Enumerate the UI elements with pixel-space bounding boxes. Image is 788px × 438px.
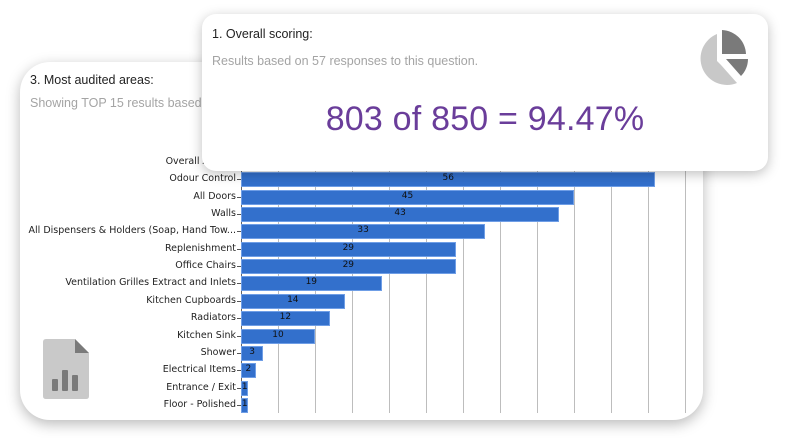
bar[interactable]: 45 (241, 189, 574, 205)
chart-row: Shower 3 (20, 345, 723, 362)
overall-scoring-card: 1. Overall scoring: Results based on 57 … (202, 14, 768, 171)
pie-chart-icon (700, 30, 748, 85)
category-label: Overall Appe... (165, 156, 236, 167)
axis-tick (237, 335, 241, 337)
axis-tick (237, 266, 241, 268)
category-label: All Doors (193, 190, 236, 202)
gridline (463, 163, 464, 413)
bar-value-label: 43 (394, 208, 406, 219)
gridline (611, 163, 612, 413)
chart-row: Replenishment 29 (20, 241, 723, 258)
bar-value-label: 29 (342, 242, 355, 253)
bar-value-label: 56 (442, 173, 454, 184)
category-label: Electrical Items (162, 364, 236, 376)
category-label: Odour Control (169, 173, 236, 185)
category-label: Kitchen Sink (177, 329, 236, 341)
category-label: Replenishment (164, 242, 236, 254)
axis-tick (237, 370, 241, 372)
gridline (685, 163, 686, 413)
chart-document-icon (43, 339, 89, 399)
axis-tick (237, 214, 241, 216)
bar[interactable]: 1 (241, 380, 249, 396)
bar-value-label: 1 (241, 381, 248, 392)
bar[interactable]: 14 (241, 293, 345, 309)
bar-value-label: 10 (272, 329, 284, 340)
bar[interactable]: 29 (241, 241, 456, 257)
chart-row: Kitchen Cupboards 14 (20, 293, 723, 310)
bar-chart: Overall Appe... Odour Control 56 All Doors 4… (20, 0, 723, 420)
chart-row: All Dispensers & Holders (Soap, Hand Tow… (20, 223, 723, 240)
category-label: Shower (200, 346, 236, 358)
chart-row: Entrance / Exit 1 (20, 380, 723, 397)
chart-row: Floor - Polished 1 (20, 397, 723, 414)
chart-row: Ventilation Grilles Extract and Inlets 19 (20, 275, 723, 292)
bar-value-label: 19 (305, 277, 318, 288)
axis-tick (237, 196, 241, 198)
chart-row: All Doors 45 (20, 189, 723, 206)
bar[interactable]: 12 (241, 311, 330, 327)
axis-tick (237, 352, 241, 354)
category-label: Floor - Polished (163, 398, 236, 410)
axis-tick (237, 231, 241, 233)
category-label: Entrance / Exit (166, 381, 236, 393)
bar-value-label: 45 (401, 190, 414, 201)
gridline (648, 163, 649, 413)
axis-tick (237, 179, 241, 181)
bar[interactable]: 10 (241, 328, 315, 344)
category-label: All Dispensers & Holders (Soap, Hand Tow… (28, 225, 236, 237)
bar[interactable]: 56 (241, 172, 656, 188)
chart-row: Radiators 12 (20, 310, 723, 327)
axis-tick (237, 283, 241, 285)
bar-value-label: 1 (241, 398, 248, 409)
bar-value-label: 14 (287, 294, 299, 305)
bar[interactable]: 3 (241, 345, 264, 361)
category-label: Ventilation Grilles Extract and Inlets (65, 277, 236, 289)
bar[interactable]: 29 (241, 259, 456, 275)
category-label: Walls (211, 208, 236, 220)
bar-value-label: 33 (357, 225, 369, 236)
axis-tick (237, 387, 241, 389)
category-label: Kitchen Cupboards (146, 294, 236, 306)
axis-tick (237, 318, 241, 320)
chart-row: Kitchen Sink 10 (20, 328, 723, 345)
category-label: Office Chairs (175, 260, 236, 272)
axis-tick (237, 404, 241, 406)
chart-row: Odour Control 56 (20, 171, 723, 188)
gridline (426, 163, 427, 413)
chart-row: Walls 43 (20, 206, 723, 223)
card-title: 3. Most audited areas: (30, 73, 154, 87)
gridline (537, 163, 538, 413)
gridline (500, 163, 501, 413)
chart-row: Electrical Items 2 (20, 362, 723, 379)
bar[interactable]: 33 (241, 224, 486, 240)
bar-value-label: 12 (279, 312, 292, 323)
score-value: 803 of 850 = 94.47% (325, 100, 645, 138)
gridline (389, 163, 390, 413)
gridline (574, 163, 575, 413)
bar-value-label: 2 (245, 364, 252, 375)
bar-value-label: 29 (342, 260, 355, 271)
axis-tick (237, 248, 241, 250)
bar[interactable]: 1 (241, 397, 249, 413)
chart-row: Office Chairs 29 (20, 258, 723, 275)
bar[interactable]: 43 (241, 207, 560, 223)
card-subtitle: Showing TOP 15 results based on (30, 96, 220, 110)
card-title: 1. Overall scoring: (212, 27, 313, 41)
bar[interactable]: 19 (241, 276, 382, 292)
category-label: Radiators (190, 312, 236, 324)
bar[interactable]: 2 (241, 363, 256, 379)
bar-value-label: 3 (249, 346, 255, 357)
axis-tick (237, 300, 241, 302)
card-subtitle: Results based on 57 responses to this qu… (212, 54, 479, 68)
